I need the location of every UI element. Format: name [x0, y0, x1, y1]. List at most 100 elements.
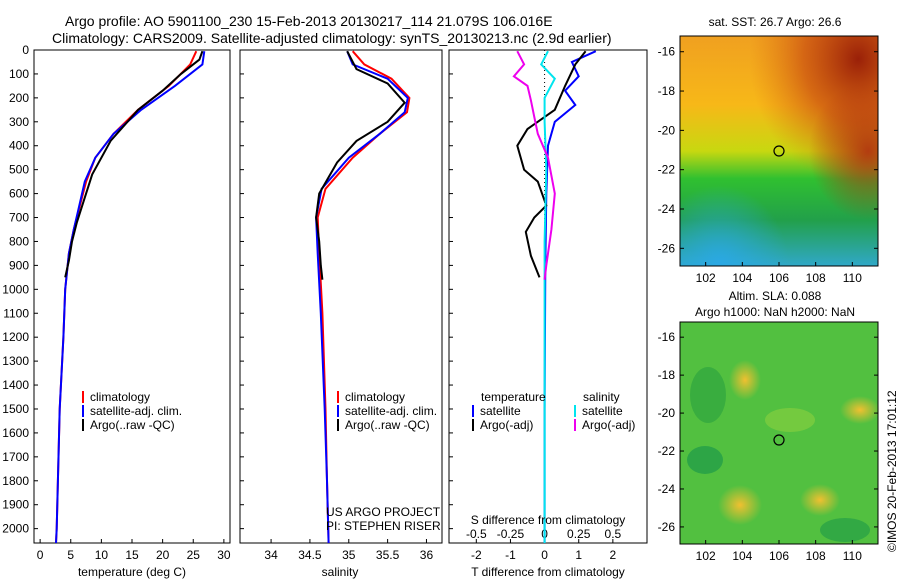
legend-satellite: satellite-adj. clim. [345, 404, 437, 418]
x-tick-label: 0 [541, 548, 548, 562]
legend-swatch-s-argo [574, 419, 576, 431]
project-annotation: US ARGO PROJECT [326, 505, 441, 519]
salinity-panel [239, 49, 443, 544]
depth-axis: 0 100 200 300 400 500 600 700 800 900 1000 1100 1200… [2, 43, 453, 536]
lat-tick-label: -22 [658, 163, 676, 177]
s-tick-label: -0.5 [466, 527, 487, 541]
lon-tick-label: 110 [843, 549, 862, 563]
lat-tick-label: -20 [658, 123, 676, 137]
t-difference-xlabel: T difference from climatology [471, 565, 625, 579]
series-satellite [539, 50, 557, 543]
lat-tick-label: -18 [658, 84, 676, 98]
x-tick-label: -1 [505, 548, 516, 562]
legend-argo: Argo(..raw -QC) [345, 418, 430, 432]
title-line-1: Argo profile: AO 5901100_230 15-Feb-2013… [65, 13, 553, 29]
depth-tick-label: 1800 [2, 474, 29, 488]
s-tick-label: 0.25 [567, 527, 591, 541]
lat-tick-label: -26 [658, 520, 676, 534]
x-tick-label: 35 [342, 548, 356, 562]
depth-tick-label: 1300 [2, 354, 29, 368]
lon-tick-label: 108 [806, 549, 826, 563]
lat-tick-label: -26 [658, 241, 676, 255]
legend-swatch-satellite [337, 405, 339, 417]
depth-tick-label: 800 [9, 234, 29, 248]
series-argo-raw-qc [315, 50, 407, 280]
depth-tick-label: 1100 [3, 306, 29, 320]
legend-swatch-climatology [82, 391, 84, 403]
lat-tick-label: -20 [658, 406, 676, 420]
sla-field [680, 322, 878, 544]
lat-tick-label: -16 [658, 330, 676, 344]
sst-map [679, 35, 879, 267]
sst-map-title: sat. SST: 26.7 Argo: 26.6 [709, 15, 842, 29]
s-tick-label: 0.5 [605, 527, 622, 541]
legend-swatch-satellite [82, 405, 84, 417]
lat-tick-label: -22 [658, 444, 676, 458]
depth-tick-label: 100 [9, 67, 29, 81]
sla-high-patch [729, 360, 761, 400]
legend-swatch-climatology [337, 391, 339, 403]
s-difference-xlabel: S difference from climatology [471, 513, 626, 527]
sla-high-patch [718, 485, 762, 525]
x-tick-label: 36 [420, 548, 434, 562]
sla-map-title-1: Altim. SLA: 0.088 [729, 289, 822, 303]
legend-climatology: climatology [90, 390, 150, 404]
lat-tick-label: -16 [658, 45, 676, 59]
title-line-2: Climatology: CARS2009. Satellite-adjuste… [52, 30, 612, 46]
lon-tick-label: 106 [769, 271, 789, 285]
legend-t-satellite: satellite [480, 404, 521, 418]
legend-argo: Argo(..raw -QC) [90, 418, 175, 432]
imos-credit: ©IMOS 20-Feb-2013 17:01:12 [885, 390, 899, 552]
depth-tick-label: 600 [9, 187, 29, 201]
sla-low-patch [687, 446, 723, 474]
depth-tick-label: 900 [9, 258, 29, 272]
legend-swatch-s-satellite [574, 405, 576, 417]
x-tick-label: 15 [125, 548, 139, 562]
sla-argo-location-marker [773, 434, 785, 446]
x-tick-label: 5 [67, 548, 74, 562]
depth-tick-label: 1600 [2, 426, 29, 440]
x-tick-label: 25 [187, 548, 201, 562]
x-tick-label: 34 [264, 548, 278, 562]
depth-tick-label: 0 [22, 43, 29, 57]
lon-tick-label: 104 [732, 549, 752, 563]
temperature-plot: 0 5 10 15 20 25 30 [37, 50, 231, 562]
series-argo-adj [512, 50, 556, 280]
x-tick-label: 10 [95, 548, 109, 562]
depth-tick-label: 1900 [2, 498, 29, 512]
x-tick-label: 1 [575, 548, 582, 562]
legend-swatch-argo [337, 419, 339, 431]
legend-title-salinity: salinity [583, 390, 620, 404]
depth-tick-label: 1400 [2, 378, 29, 392]
sla-mid-patch [765, 408, 815, 432]
sla-map-title-2: Argo h1000: NaN h2000: NaN [695, 305, 855, 319]
difference-legend: temperature salinity satellite Argo(-adj… [472, 390, 635, 432]
x-tick-label: -2 [471, 548, 482, 562]
depth-tick-label: 700 [9, 211, 29, 225]
lon-tick-label: 106 [769, 549, 789, 563]
legend-s-satellite: satellite [582, 404, 623, 418]
lon-tick-label: 108 [806, 271, 826, 285]
x-tick-label: 2 [610, 548, 617, 562]
depth-tick-label: 300 [9, 115, 29, 129]
legend-t-argo: Argo(-adj) [480, 418, 533, 432]
pi-annotation: PI: STEPHEN RISER [326, 519, 441, 533]
lon-tick-label: 110 [843, 271, 862, 285]
legend-swatch-t-argo [472, 419, 474, 431]
series-satellite-adj-clim [315, 50, 409, 544]
legend-climatology: climatology [345, 390, 405, 404]
legend-satellite: satellite-adj. clim. [90, 404, 182, 418]
sla-map [679, 321, 880, 545]
sst-cool-region [680, 36, 878, 266]
lon-tick-label: 102 [696, 271, 716, 285]
lon-tick-label: 104 [732, 271, 752, 285]
depth-tick-label: 400 [9, 139, 29, 153]
series-climatology [55, 50, 198, 544]
difference-panel [448, 49, 648, 544]
temperature-legend: climatology satellite-adj. clim. Argo(..… [82, 390, 182, 432]
sla-high-patch [840, 396, 880, 424]
series-satellite-adj-clim [55, 51, 206, 544]
depth-tick-label: 1000 [2, 282, 29, 296]
depth-tick-label: 1500 [2, 402, 29, 416]
